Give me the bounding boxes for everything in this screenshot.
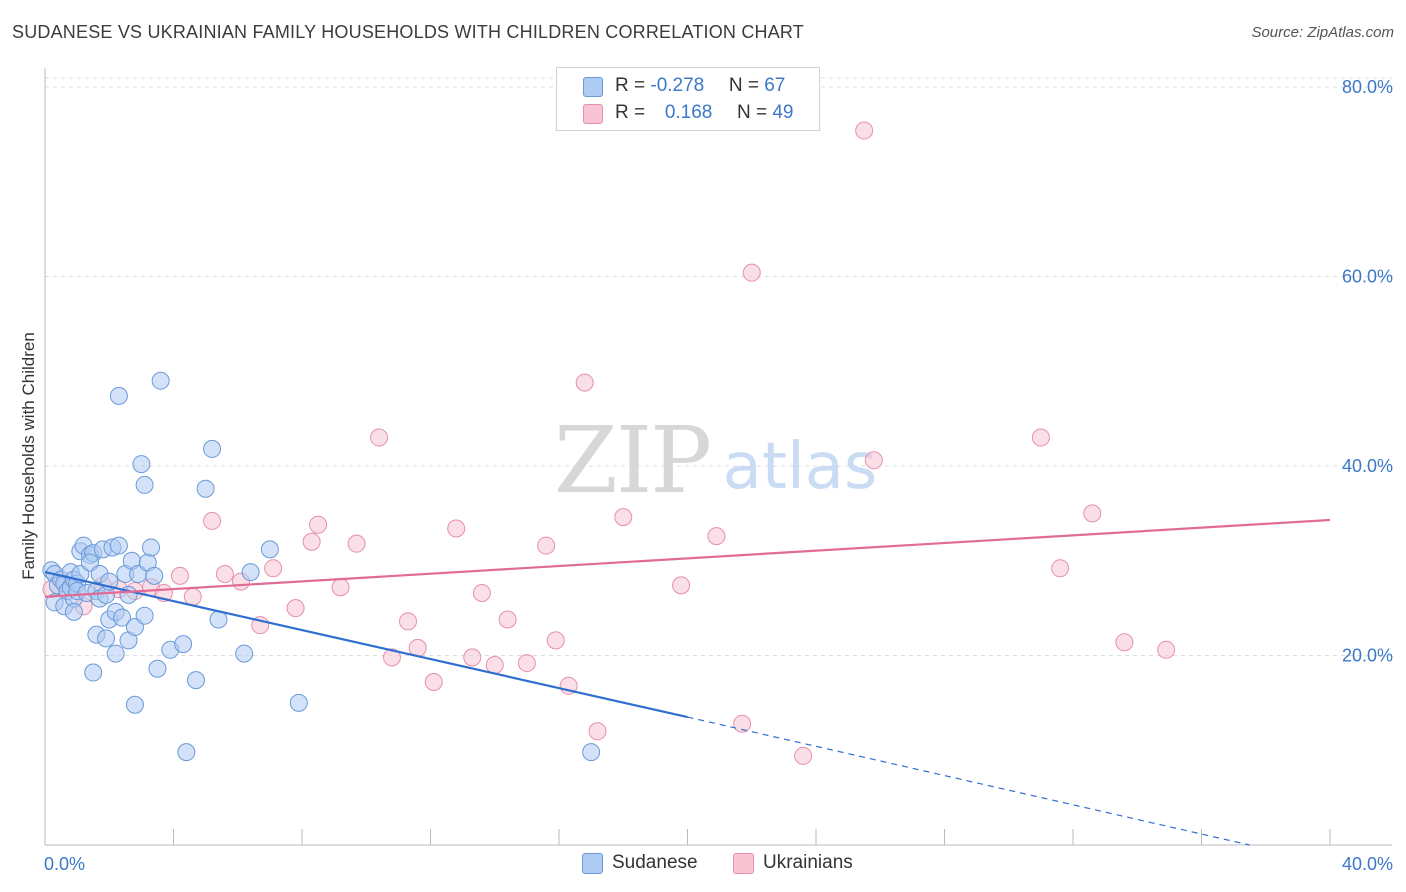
data-point bbox=[132, 455, 151, 474]
data-point bbox=[614, 508, 633, 527]
legend-n-value: 67 bbox=[764, 75, 786, 96]
y-axis-title: Family Households with Children bbox=[19, 332, 38, 580]
legend-r-value: -0.278 bbox=[650, 75, 705, 96]
sudanese-trendline-extension bbox=[687, 716, 1250, 846]
data-point bbox=[241, 563, 260, 582]
data-point bbox=[517, 654, 536, 673]
data-point bbox=[672, 576, 691, 595]
sudanese-points bbox=[42, 371, 601, 762]
data-point bbox=[148, 659, 167, 678]
legend-label-ukrainians: Ukrainians bbox=[763, 852, 853, 873]
data-point bbox=[546, 631, 565, 650]
data-point bbox=[463, 648, 482, 667]
data-point bbox=[399, 612, 418, 631]
data-point bbox=[424, 673, 443, 692]
y-tick-label: 60.0% bbox=[1342, 266, 1393, 286]
data-point bbox=[64, 602, 83, 621]
y-tick-label: 20.0% bbox=[1342, 645, 1393, 665]
data-point bbox=[309, 515, 328, 534]
data-point bbox=[370, 428, 389, 447]
data-point bbox=[331, 578, 350, 597]
legend-n-label: N = bbox=[728, 75, 765, 96]
data-point bbox=[151, 371, 170, 390]
data-point bbox=[794, 746, 813, 765]
axes bbox=[44, 68, 1392, 846]
data-point bbox=[733, 714, 752, 733]
ukrainians-points bbox=[42, 121, 1176, 765]
data-point bbox=[135, 475, 154, 494]
watermark-atlas: atlas bbox=[723, 430, 878, 504]
data-point bbox=[125, 695, 144, 714]
data-point bbox=[260, 540, 279, 559]
data-point bbox=[109, 386, 128, 405]
y-tick-label: 40.0% bbox=[1342, 456, 1393, 476]
y-tick-label: 80.0% bbox=[1342, 77, 1393, 97]
data-point bbox=[855, 121, 874, 140]
data-point bbox=[135, 606, 154, 625]
data-point bbox=[382, 648, 401, 667]
legend-r-label: R = bbox=[615, 102, 651, 123]
source-label: Source: ZipAtlas.com bbox=[1251, 24, 1394, 41]
data-point bbox=[1115, 633, 1134, 652]
data-point bbox=[170, 566, 189, 585]
data-point bbox=[1031, 428, 1050, 447]
data-point bbox=[472, 583, 491, 602]
data-point bbox=[575, 373, 594, 392]
data-point bbox=[1051, 559, 1070, 578]
data-point bbox=[1083, 504, 1102, 523]
data-point bbox=[177, 743, 196, 762]
data-point bbox=[707, 527, 726, 546]
data-point bbox=[113, 608, 132, 627]
sudanese-swatch bbox=[582, 853, 603, 874]
data-point bbox=[109, 536, 128, 555]
data-point bbox=[537, 536, 556, 555]
data-point bbox=[1157, 640, 1176, 659]
ukrainians-swatch bbox=[583, 104, 603, 124]
trend-lines bbox=[44, 518, 1331, 846]
data-point bbox=[289, 693, 308, 712]
data-point bbox=[84, 663, 103, 682]
data-point bbox=[347, 534, 366, 553]
data-point bbox=[145, 566, 164, 585]
data-point bbox=[498, 610, 517, 629]
data-point bbox=[186, 671, 205, 690]
correlation-legend: R = -0.278 N = 67 R = 0.168 N = 49 bbox=[556, 67, 820, 131]
data-point bbox=[215, 564, 234, 583]
data-point bbox=[588, 722, 607, 741]
watermark-zip: ZIP bbox=[554, 407, 710, 514]
data-point bbox=[485, 655, 504, 674]
data-point bbox=[203, 439, 222, 458]
legend-r-label: R = bbox=[615, 75, 651, 96]
data-point bbox=[106, 644, 125, 663]
data-point bbox=[174, 635, 193, 654]
data-point bbox=[864, 451, 883, 470]
legend-r-value: 0.168 bbox=[664, 102, 713, 123]
data-point bbox=[447, 519, 466, 538]
x-tick-label: 40.0% bbox=[1342, 854, 1393, 874]
data-point bbox=[264, 559, 283, 578]
data-point bbox=[203, 511, 222, 530]
data-point bbox=[142, 538, 161, 557]
data-point bbox=[302, 532, 321, 551]
data-point bbox=[97, 629, 116, 648]
data-point bbox=[196, 479, 215, 498]
legend-n-label: N = bbox=[736, 102, 773, 123]
watermark: ZIP atlas bbox=[554, 407, 877, 514]
tick-labels: 20.0% 40.0% 60.0% 80.0% 0.0% 40.0% bbox=[44, 77, 1393, 874]
ukrainians-trendline bbox=[44, 518, 1331, 598]
chart-title: SUDANESE VS UKRAINIAN FAMILY HOUSEHOLDS … bbox=[12, 22, 804, 42]
data-point bbox=[235, 644, 254, 663]
data-point bbox=[183, 587, 202, 606]
legend-label-sudanese: Sudanese bbox=[612, 852, 698, 873]
sudanese-swatch bbox=[583, 77, 603, 97]
x-tick-label: 0.0% bbox=[44, 854, 85, 874]
sudanese-trendline bbox=[44, 571, 688, 719]
ukrainians-swatch bbox=[733, 853, 754, 874]
legend-n-value: 49 bbox=[772, 102, 794, 123]
data-point bbox=[582, 743, 601, 762]
data-point bbox=[742, 263, 761, 282]
data-point bbox=[286, 599, 305, 618]
